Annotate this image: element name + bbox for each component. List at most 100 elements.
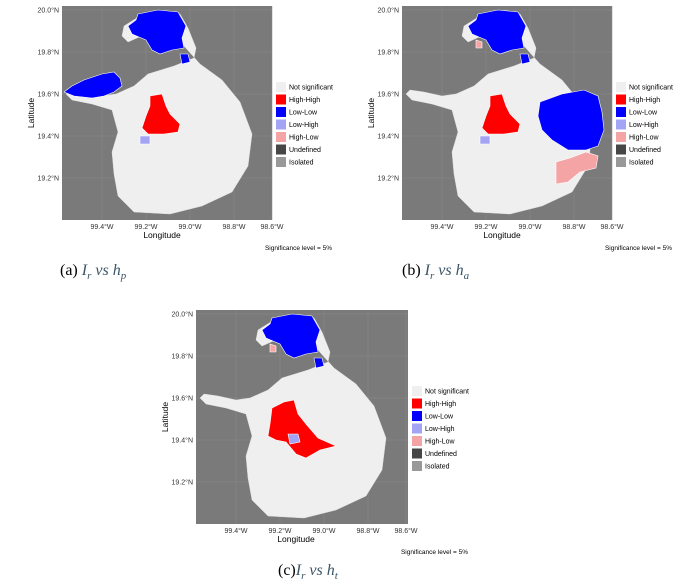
- x-tick-label: 99.0°W: [312, 527, 335, 535]
- legend-swatch: [616, 94, 626, 105]
- legend-label: Isolated: [629, 160, 654, 167]
- significance-note: Significance level = 5%: [401, 549, 468, 556]
- caption-prefix: (b): [402, 262, 425, 279]
- legend-label: High-High: [629, 97, 660, 104]
- legend-label: High-Low: [629, 135, 660, 142]
- cluster-north-tail: [519, 53, 531, 65]
- cluster-center: [141, 93, 181, 135]
- map-frame: [62, 6, 273, 220]
- cluster-center-south: [287, 433, 301, 445]
- x-tick-label: 99.2°W: [134, 223, 157, 231]
- y-tick-label: 20.0°N: [172, 311, 193, 319]
- legend-swatch: [276, 144, 286, 155]
- legend-label: Undefined: [425, 451, 457, 458]
- cluster-southeast: [555, 151, 599, 185]
- map-panel-b: 20.0°N 19.8°N 19.6°N 19.4°N 19.2°N 99.4°W 99.2…: [340, 0, 676, 290]
- y-tick-label: 19.4°N: [38, 133, 59, 141]
- legend-label: High-Low: [425, 439, 456, 446]
- x-tick-label: 98.6°W: [394, 527, 417, 535]
- legend-label: Low-Low: [425, 414, 454, 421]
- y-tick-label: 19.2°N: [38, 175, 59, 183]
- legend-swatch: [276, 157, 286, 167]
- legend-swatch: [276, 132, 286, 142]
- legend-swatch: [616, 157, 626, 167]
- y-tick-label: 19.4°N: [172, 437, 193, 445]
- legend-swatch: [616, 132, 626, 142]
- x-tick-label: 98.8°W: [356, 527, 379, 535]
- map-svg: 20.0°N 19.8°N 19.6°N 19.4°N 19.2°N 99.4°W 99.2…: [366, 6, 673, 252]
- legend-swatch: [276, 107, 286, 117]
- caption-math: Ir vs hp: [81, 262, 127, 283]
- y-tick-label: 19.6°N: [172, 395, 193, 403]
- cluster-north-small: [269, 343, 277, 353]
- map-svg: 20.0°N 19.8°N 19.6°N 19.4°N 19.2°N 99.4°W 99.2…: [160, 310, 469, 556]
- legend-swatch: [412, 386, 422, 396]
- legend-swatch: [616, 144, 626, 155]
- caption-prefix: (c): [278, 562, 296, 579]
- cluster-north: [261, 313, 321, 359]
- cluster-west: [63, 71, 123, 99]
- x-tick-label: 99.4°W: [430, 223, 453, 231]
- x-tick-label: 98.6°W: [600, 223, 623, 231]
- y-tick-label: 19.6°N: [38, 91, 59, 99]
- y-axis-title: Latitude: [160, 402, 170, 433]
- significance-note: Significance level = 5%: [265, 245, 332, 252]
- x-axis-title: Longitude: [143, 230, 181, 240]
- legend-label: Not significant: [289, 85, 333, 92]
- x-tick-label: 98.6°W: [260, 223, 283, 231]
- x-axis-title: Longitude: [277, 534, 315, 544]
- y-tick-label: 20.0°N: [38, 7, 59, 15]
- legend-label: High-High: [425, 401, 456, 408]
- y-tick-label: 19.2°N: [378, 175, 399, 183]
- cluster-east: [537, 89, 605, 151]
- cluster-north: [127, 9, 187, 55]
- x-tick-label: 99.4°W: [224, 527, 247, 535]
- y-tick-label: 19.8°N: [378, 49, 399, 57]
- legend-swatch: [616, 119, 626, 130]
- legend-swatch: [276, 94, 286, 105]
- map-svg: 20.0°N 19.8°N 19.6°N 19.4°N 19.2°N 99.4°W 99.2…: [26, 6, 333, 252]
- legend-swatch: [412, 423, 422, 434]
- legend-swatch: [276, 119, 286, 130]
- legend-label: High-Low: [289, 135, 320, 142]
- legend-label: Low-High: [289, 122, 319, 129]
- y-tick-label: 19.2°N: [172, 479, 193, 487]
- y-tick-label: 20.0°N: [378, 7, 399, 15]
- cluster-center: [267, 399, 337, 459]
- significance-note: Significance level = 5%: [605, 245, 672, 252]
- legend-swatch: [616, 82, 626, 92]
- y-tick-label: 19.8°N: [172, 353, 193, 361]
- cluster-center-south: [479, 135, 491, 145]
- legend-label: Low-High: [425, 426, 455, 433]
- caption-c: (c)Ir vs ht: [278, 562, 338, 582]
- legend-swatch: [412, 398, 422, 409]
- legend-swatch: [412, 436, 422, 446]
- legend-swatch: [616, 107, 626, 117]
- legend-swatch: [412, 448, 422, 459]
- legend-swatch: [276, 82, 286, 92]
- y-axis-title: Latitude: [366, 98, 376, 129]
- legend-label: Low-Low: [289, 110, 318, 117]
- map-frame: [402, 6, 613, 220]
- legend-label: Isolated: [289, 160, 314, 167]
- x-tick-label: 98.8°W: [222, 223, 245, 231]
- caption-math: Ir vs ht: [295, 562, 338, 583]
- cluster-north: [467, 9, 527, 55]
- cluster-north-tail: [313, 357, 325, 369]
- y-tick-label: 19.6°N: [378, 91, 399, 99]
- legend-label: Not significant: [629, 85, 673, 92]
- caption-a: (a) Ir vs hp: [60, 262, 126, 282]
- legend-label: Low-Low: [629, 110, 658, 117]
- y-tick-label: 19.8°N: [38, 49, 59, 57]
- legend-label: Low-High: [629, 122, 659, 129]
- cluster-north-small: [475, 39, 483, 49]
- x-tick-label: 99.2°W: [268, 527, 291, 535]
- legend-label: Undefined: [289, 147, 321, 154]
- x-tick-label: 99.0°W: [178, 223, 201, 231]
- legend-label: Isolated: [425, 464, 450, 471]
- cluster-center: [481, 93, 521, 135]
- map-panel-c: 20.0°N 19.8°N 19.6°N 19.4°N 19.2°N 99.4°W 99.2…: [160, 300, 498, 587]
- caption-math: Ir vs ha: [424, 262, 470, 283]
- y-axis-title: Latitude: [26, 98, 36, 129]
- legend-swatch: [412, 411, 422, 421]
